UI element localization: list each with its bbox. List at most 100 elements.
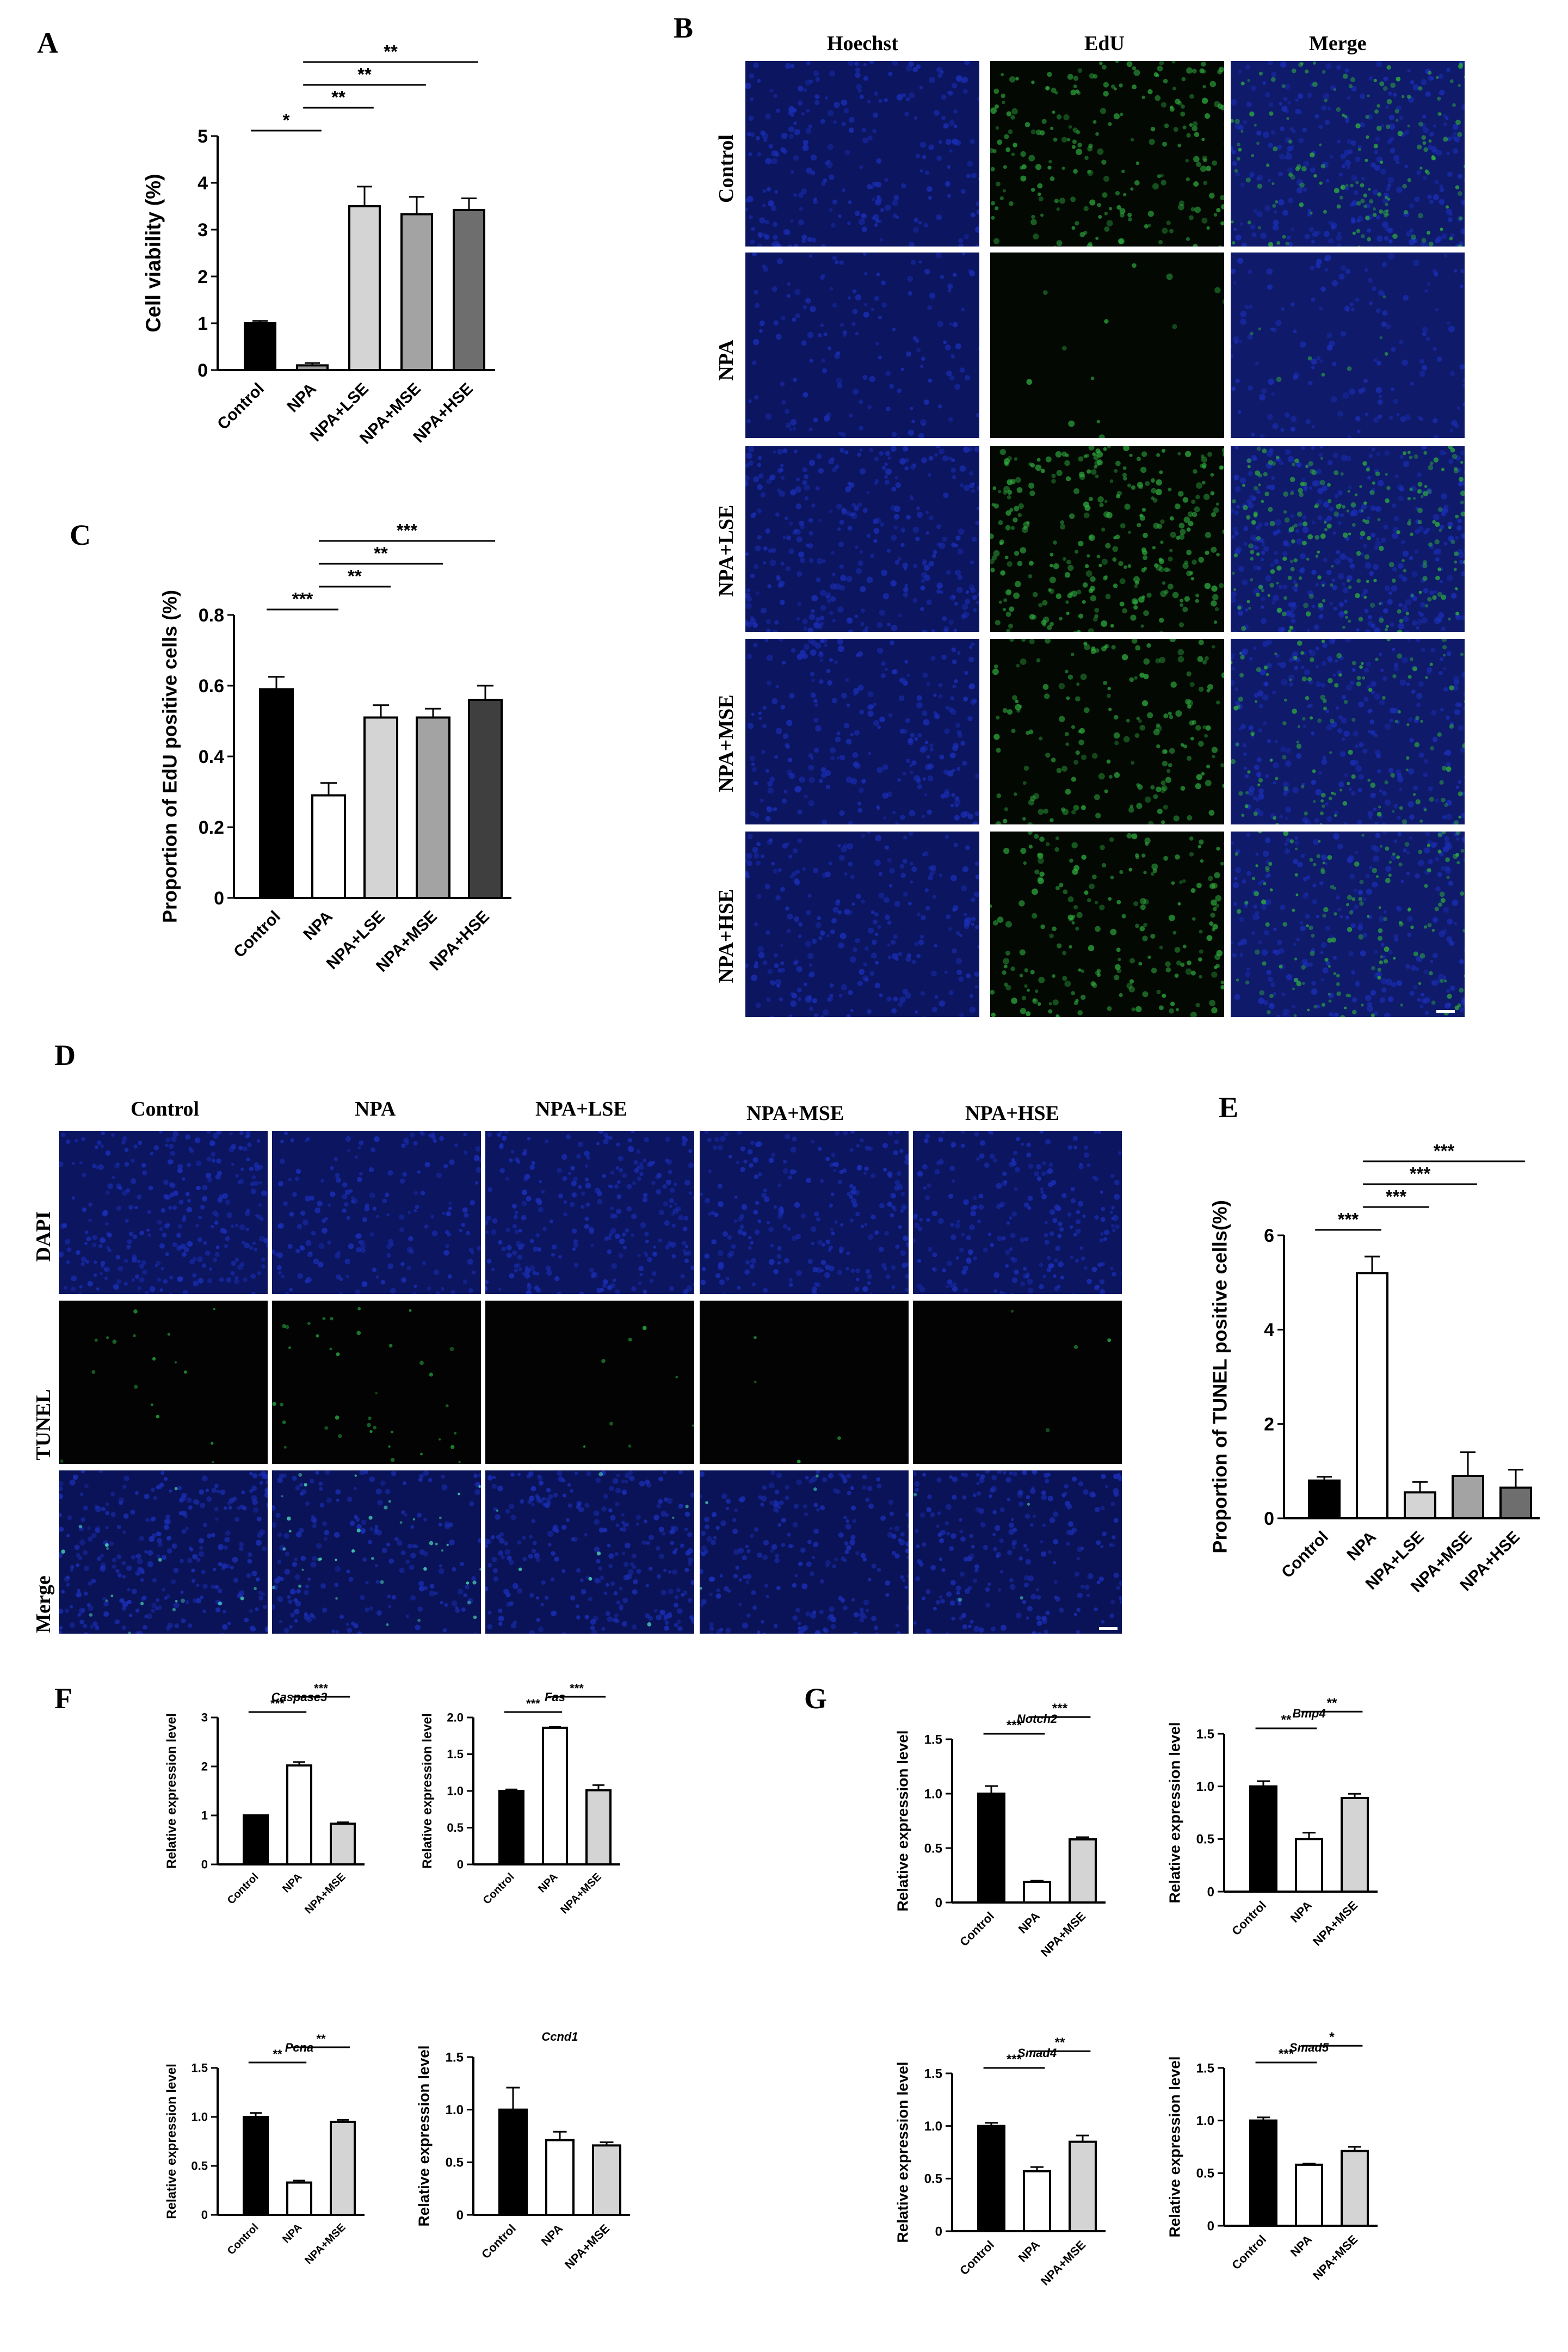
- d-col-header-npa-hse: NPA+HSE: [965, 1102, 1059, 1125]
- y-tick-label: 0: [1264, 1509, 1274, 1529]
- significance-label: ***: [270, 1697, 285, 1710]
- y-tick-label: 3: [201, 1711, 208, 1725]
- bar-npa: [286, 2181, 312, 2216]
- micrograph-hoechst: [744, 60, 980, 248]
- y-tick-label: 4: [1264, 1320, 1274, 1340]
- chart-f-ccnd1: 0 0.5 1.0 1.5 Relative expression level Ccnd1…: [415, 2030, 630, 2271]
- bar-npa-mse: [400, 213, 433, 371]
- panel-label-b: B: [674, 11, 694, 44]
- bar-npa-mse: [1341, 1796, 1369, 1893]
- b-row-header-npa-hse: NPA+HSE: [715, 889, 738, 983]
- y-axis-title: Relative expression level: [164, 1713, 179, 1869]
- significance-label: ***: [526, 1697, 540, 1710]
- bar-control: [1249, 2119, 1277, 2227]
- bar-npa-mse: [1069, 1838, 1097, 1904]
- bar-control: [977, 1793, 1005, 1904]
- bar-npa: [1295, 2163, 1323, 2227]
- micrograph-edu: [989, 251, 1225, 439]
- micrograph-dapi: [271, 1130, 482, 1295]
- y-tick-label: 2: [1264, 1414, 1274, 1435]
- b-row-header-npa-lse: NPA+LSE: [715, 504, 738, 597]
- y-axis-title: Relative expression level: [1166, 1722, 1183, 1903]
- chart-title: Bmp4: [1292, 1707, 1325, 1720]
- x-tick-label: NPA: [280, 1871, 304, 1895]
- x-tick-label: NPA: [300, 908, 336, 944]
- d-col-header-control: Control: [131, 1098, 199, 1120]
- significance-label: **: [273, 2047, 282, 2061]
- micrograph-dapi: [912, 1130, 1123, 1295]
- significance-label: ***: [1410, 1163, 1431, 1184]
- bar-npa-hse: [468, 699, 503, 899]
- x-tick-label: NPA: [280, 2221, 304, 2245]
- y-tick-label: 1.5: [446, 2050, 464, 2065]
- panel-label-e: E: [1219, 1091, 1239, 1124]
- y-axis-title: Relative expression level: [894, 2061, 911, 2243]
- significance-label: ***: [1338, 1209, 1359, 1229]
- chart-g-smad4: 0 0.5 1.0 1.5 Relative expression level Smad4…: [894, 2035, 1106, 2288]
- y-tick-label: 6: [1264, 1226, 1274, 1246]
- significance-label: ***: [314, 1682, 328, 1695]
- micrograph-hoechst: [744, 445, 980, 633]
- y-tick-label: 3: [197, 220, 208, 241]
- significance-label: **: [357, 64, 372, 84]
- bar-npa-mse: [330, 1823, 356, 1865]
- micrograph-dapi: [58, 1130, 269, 1295]
- y-axis-title: Cell viability (%): [142, 174, 165, 332]
- x-tick-label: NPA+MSE: [1038, 1909, 1088, 1959]
- chart-title: Smad5: [1289, 2041, 1329, 2054]
- x-tick-label: NPA: [1288, 2232, 1314, 2259]
- micrograph-merge: [1230, 60, 1466, 248]
- x-tick-label: NPA+MSE: [1038, 2238, 1088, 2288]
- significance-label: **: [1055, 2035, 1065, 2050]
- d-col-header-npa-mse: NPA+MSE: [746, 1102, 844, 1125]
- bar-npa-mse: [416, 716, 450, 899]
- y-tick-label: 5: [197, 126, 208, 147]
- x-tick-label: Control: [957, 1909, 997, 1949]
- y-tick-label: 0: [1207, 2219, 1214, 2233]
- scale-bar: [1099, 1627, 1118, 1630]
- bar-control: [498, 2108, 528, 2216]
- bar-npa-mse: [592, 2144, 621, 2216]
- x-tick-label: Control: [1278, 1528, 1332, 1582]
- scale-bar: [1436, 1010, 1455, 1013]
- significance-label: ***: [1007, 1718, 1022, 1733]
- y-axis-title: Proportion of TUNEL positive cells(%): [1208, 1200, 1231, 1553]
- y-tick-label: 1.5: [447, 1747, 464, 1761]
- x-tick-label: Control: [479, 2221, 518, 2261]
- significance-label: **: [331, 87, 345, 107]
- micrograph-merge: [271, 1469, 482, 1635]
- bar-npa-mse: [1069, 2140, 1097, 2232]
- micrograph-edu: [989, 638, 1225, 826]
- micrograph-merge: [1230, 251, 1466, 439]
- y-tick-label: 1.0: [446, 2103, 464, 2117]
- chart-c-edu-positive: 0 0.2 0.4 0.6 0.8 Proportion of EdU positive …: [158, 520, 511, 976]
- chart-g-bmp4: 0 0.5 1.0 1.5 Relative expression level Bmp4 C…: [1166, 1696, 1378, 1948]
- y-tick-label: 0.5: [191, 2159, 208, 2173]
- y-tick-label: 1.0: [924, 1787, 942, 1801]
- y-tick-label: 0: [201, 2208, 208, 2222]
- y-axis-title: Relative expression level: [415, 2045, 432, 2226]
- significance-label: ***: [1007, 2052, 1022, 2067]
- y-tick-label: 1.0: [447, 1784, 464, 1798]
- y-tick-label: 1.0: [1196, 1780, 1214, 1794]
- bar-npa: [542, 1726, 568, 1866]
- bar-npa: [545, 2139, 575, 2216]
- d-col-header-npa-lse: NPA+LSE: [535, 1098, 627, 1120]
- b-row-header-npa-mse: NPA+MSE: [715, 694, 738, 792]
- micrograph-tunel: [912, 1300, 1123, 1465]
- chart-title: Ccnd1: [541, 2030, 578, 2043]
- micrograph-dapi: [484, 1130, 695, 1295]
- bar-npa: [1295, 1838, 1323, 1893]
- micrograph-merge: [1230, 830, 1466, 1018]
- y-tick-label: 0: [197, 360, 208, 381]
- y-tick-label: 0.5: [1196, 1832, 1214, 1847]
- y-tick-label: 1: [201, 1809, 208, 1823]
- x-tick-label: Control: [214, 380, 268, 434]
- chart-title: Smad4: [1017, 2046, 1057, 2060]
- x-tick-label: Control: [957, 2238, 997, 2277]
- micrograph-merge: [1230, 445, 1466, 633]
- b-col-header-hoechst: Hoechst: [827, 32, 898, 55]
- x-tick-label: Control: [481, 1871, 517, 1907]
- bar-npa: [296, 364, 329, 372]
